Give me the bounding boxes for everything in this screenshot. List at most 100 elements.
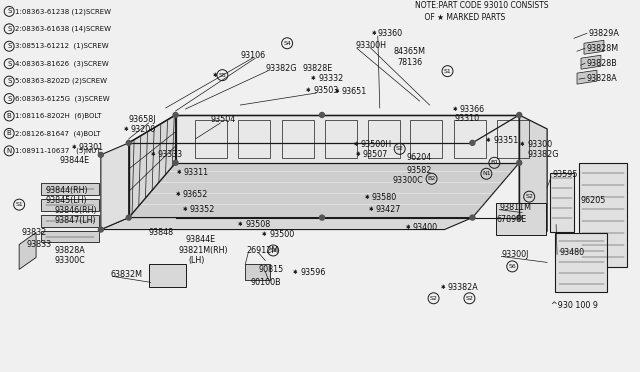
Text: S1: S1 [444, 69, 451, 74]
Text: 93844E: 93844E [186, 235, 216, 244]
Text: S2: S2 [465, 296, 474, 301]
Text: 93106: 93106 [240, 51, 266, 60]
Text: 93503: 93503 [313, 86, 339, 94]
Polygon shape [101, 218, 472, 230]
Text: NOTE:PART CODE 93010 CONSISTS: NOTE:PART CODE 93010 CONSISTS [415, 1, 548, 10]
Text: 93596: 93596 [300, 268, 326, 277]
Text: ✱: ✱ [365, 195, 369, 200]
Bar [368, 120, 400, 158]
Text: ✱: ✱ [306, 87, 310, 93]
Circle shape [319, 215, 324, 220]
Text: 93333: 93333 [157, 150, 183, 159]
Text: ✱: ✱ [176, 170, 181, 175]
Circle shape [516, 215, 522, 220]
Text: 1:08116-8202H  (6)BOLT: 1:08116-8202H (6)BOLT [15, 113, 102, 119]
Text: 2:08363-61638 (14)SCREW: 2:08363-61638 (14)SCREW [15, 26, 111, 32]
Bar [410, 120, 442, 158]
Polygon shape [129, 115, 175, 218]
Text: S4: S4 [283, 41, 291, 46]
Polygon shape [148, 264, 186, 287]
Circle shape [516, 160, 522, 165]
Text: ✱: ✱ [353, 142, 358, 147]
Text: S2: S2 [525, 194, 533, 199]
Bar [238, 120, 270, 158]
Text: 93382G: 93382G [265, 64, 297, 73]
Text: 93821M(RH): 93821M(RH) [179, 246, 228, 255]
Text: S1: S1 [15, 202, 23, 207]
Text: 5:08363-8202D (2)SCREW: 5:08363-8202D (2)SCREW [15, 78, 107, 84]
Text: 93582: 93582 [406, 166, 432, 175]
Text: ✱: ✱ [452, 106, 457, 112]
Text: S: S [7, 96, 12, 102]
Text: 93400: 93400 [413, 223, 438, 232]
Text: 93828M: 93828M [587, 44, 619, 53]
Text: ✱: ✱ [335, 89, 339, 94]
Text: 93310: 93310 [454, 115, 479, 124]
Circle shape [319, 112, 324, 118]
Text: ✱: ✱ [262, 232, 266, 237]
Polygon shape [519, 115, 547, 231]
Text: 93595: 93595 [552, 170, 578, 179]
Text: 93828A: 93828A [587, 74, 618, 83]
Text: 26912M: 26912M [246, 246, 278, 255]
Text: ✱: ✱ [440, 285, 445, 290]
Text: S5: S5 [218, 73, 227, 78]
Text: 4:08363-81626  (3)SCREW: 4:08363-81626 (3)SCREW [15, 60, 109, 67]
Text: 93351: 93351 [493, 137, 518, 145]
Polygon shape [581, 55, 601, 69]
Polygon shape [129, 163, 519, 218]
Bar [195, 120, 227, 158]
Text: S2: S2 [429, 296, 438, 301]
Text: 93845(LH): 93845(LH) [45, 196, 86, 205]
Circle shape [470, 215, 475, 220]
Text: 93832: 93832 [21, 228, 46, 237]
Text: 93652: 93652 [182, 190, 208, 199]
Bar [454, 120, 486, 158]
Polygon shape [550, 173, 574, 231]
Text: ✱: ✱ [356, 152, 360, 157]
Polygon shape [245, 264, 270, 280]
Text: 93301: 93301 [79, 143, 104, 153]
Text: N1: N1 [482, 171, 491, 176]
Text: 93844E: 93844E [59, 156, 89, 165]
Text: S: S [7, 26, 12, 32]
Text: 90815: 90815 [258, 265, 284, 274]
Bar [41, 199, 99, 211]
Polygon shape [175, 115, 519, 163]
Text: 93847(LH): 93847(LH) [54, 216, 95, 225]
Text: 93480: 93480 [559, 248, 584, 257]
Text: S: S [7, 43, 12, 49]
Text: ✱: ✱ [175, 192, 180, 197]
Text: ✱: ✱ [292, 270, 298, 275]
Text: 96205: 96205 [581, 196, 606, 205]
Text: 93300: 93300 [527, 140, 552, 150]
Polygon shape [101, 143, 129, 230]
Polygon shape [19, 232, 36, 269]
Text: ✱: ✱ [213, 73, 218, 78]
Text: ✱: ✱ [124, 128, 128, 132]
Text: ✱: ✱ [369, 207, 373, 212]
Text: 93427: 93427 [376, 205, 401, 214]
Text: 93828A: 93828A [54, 246, 84, 255]
Text: 93360: 93360 [378, 29, 403, 38]
Text: 2:08126-81647  (4)BOLT: 2:08126-81647 (4)BOLT [15, 130, 100, 137]
Text: N: N [6, 148, 12, 154]
Text: (LH): (LH) [189, 256, 205, 265]
Text: ✱: ✱ [371, 31, 376, 36]
Text: 93811M: 93811M [499, 203, 531, 212]
Text: 93382G: 93382G [527, 150, 559, 159]
Bar [41, 231, 99, 243]
Text: 93828E: 93828E [302, 64, 332, 73]
Text: 1:08911-10637   (5)NUT: 1:08911-10637 (5)NUT [15, 148, 100, 154]
Text: 93300C: 93300C [54, 256, 84, 265]
Circle shape [470, 140, 475, 145]
Text: 3:08513-61212  (1)SCREW: 3:08513-61212 (1)SCREW [15, 43, 109, 49]
Bar [579, 163, 627, 267]
Text: 93508: 93508 [245, 220, 271, 229]
Text: 93829A: 93829A [589, 29, 620, 38]
Text: ✱: ✱ [310, 76, 316, 81]
Circle shape [99, 227, 103, 232]
Text: S2: S2 [396, 146, 404, 151]
Text: 93200: 93200 [131, 125, 156, 134]
Text: B: B [7, 113, 12, 119]
